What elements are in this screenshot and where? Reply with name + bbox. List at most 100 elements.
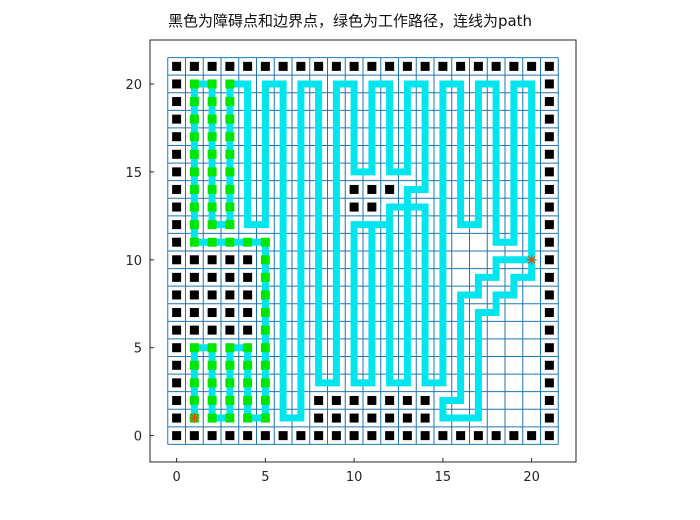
work-point bbox=[189, 79, 199, 89]
x-tick-label: 10 bbox=[346, 470, 363, 485]
work-point bbox=[207, 220, 217, 230]
work-point bbox=[207, 132, 217, 142]
obstacle-point bbox=[314, 413, 324, 423]
obstacle-point bbox=[544, 325, 554, 335]
obstacle-point bbox=[243, 431, 253, 441]
work-point bbox=[189, 360, 199, 370]
work-point bbox=[225, 97, 235, 107]
obstacle-point bbox=[172, 149, 182, 159]
work-point bbox=[207, 202, 217, 212]
work-point bbox=[225, 184, 235, 194]
work-point bbox=[260, 395, 270, 405]
obstacle-point bbox=[385, 61, 395, 71]
obstacle-point bbox=[172, 378, 182, 388]
y-tick-label: 0 bbox=[134, 430, 142, 445]
obstacle-point bbox=[278, 431, 288, 441]
obstacle-point bbox=[367, 202, 377, 212]
obstacle-point bbox=[207, 325, 217, 335]
work-point bbox=[189, 184, 199, 194]
obstacle-point bbox=[491, 431, 501, 441]
work-point bbox=[260, 308, 270, 318]
obstacle-point bbox=[331, 395, 341, 405]
obstacle-point bbox=[225, 325, 235, 335]
obstacle-point bbox=[544, 167, 554, 177]
chart-title: 黑色为障碍点和边界点，绿色为工作路径，连线为path bbox=[167, 12, 533, 30]
obstacle-point bbox=[473, 61, 483, 71]
obstacle-point bbox=[243, 61, 253, 71]
obstacle-point bbox=[385, 184, 395, 194]
work-point bbox=[225, 79, 235, 89]
obstacle-point bbox=[544, 308, 554, 318]
obstacle-point bbox=[544, 378, 554, 388]
work-point bbox=[207, 360, 217, 370]
work-point bbox=[260, 237, 270, 247]
work-point bbox=[260, 360, 270, 370]
obstacle-point bbox=[402, 61, 412, 71]
obstacle-point bbox=[456, 431, 466, 441]
obstacle-point bbox=[544, 255, 554, 265]
path-polyline bbox=[190, 80, 536, 422]
obstacle-point bbox=[367, 431, 377, 441]
obstacle-point bbox=[420, 431, 430, 441]
obstacle-point bbox=[385, 413, 395, 423]
work-point bbox=[243, 237, 253, 247]
work-point bbox=[243, 378, 253, 388]
obstacle-point bbox=[544, 202, 554, 212]
obstacle-point bbox=[207, 431, 217, 441]
obstacle-point bbox=[189, 255, 199, 265]
y-tick-label: 20 bbox=[125, 78, 142, 93]
obstacle-point bbox=[491, 61, 501, 71]
work-point bbox=[225, 220, 235, 230]
obstacle-point bbox=[172, 290, 182, 300]
work-points bbox=[189, 79, 270, 423]
obstacle-point bbox=[172, 308, 182, 318]
obstacle-point bbox=[349, 184, 359, 194]
obstacle-point bbox=[172, 272, 182, 282]
work-point bbox=[207, 79, 217, 89]
work-point bbox=[260, 378, 270, 388]
work-point bbox=[243, 395, 253, 405]
work-point bbox=[260, 272, 270, 282]
obstacle-point bbox=[385, 395, 395, 405]
work-point bbox=[207, 395, 217, 405]
obstacle-point bbox=[438, 431, 448, 441]
obstacle-point bbox=[473, 431, 483, 441]
obstacle-point bbox=[260, 61, 270, 71]
work-point bbox=[225, 413, 235, 423]
obstacle-point bbox=[172, 325, 182, 335]
obstacle-point bbox=[189, 308, 199, 318]
obstacle-point bbox=[527, 61, 537, 71]
obstacle-point bbox=[544, 237, 554, 247]
obstacle-point bbox=[225, 308, 235, 318]
obstacle-point bbox=[420, 61, 430, 71]
work-point bbox=[189, 97, 199, 107]
work-point bbox=[243, 343, 253, 353]
obstacle-point bbox=[367, 184, 377, 194]
work-point bbox=[260, 290, 270, 300]
work-point bbox=[189, 167, 199, 177]
obstacle-point bbox=[243, 255, 253, 265]
work-point bbox=[189, 220, 199, 230]
obstacle-point bbox=[367, 413, 377, 423]
obstacle-point bbox=[331, 413, 341, 423]
work-point bbox=[225, 167, 235, 177]
obstacle-point bbox=[331, 61, 341, 71]
work-point bbox=[225, 132, 235, 142]
x-tick-label: 5 bbox=[261, 470, 269, 485]
obstacle-point bbox=[544, 395, 554, 405]
obstacle-point bbox=[544, 79, 554, 89]
obstacle-point bbox=[349, 413, 359, 423]
work-point bbox=[207, 97, 217, 107]
star-marker bbox=[526, 254, 537, 265]
obstacle-point bbox=[509, 61, 519, 71]
obstacle-points bbox=[172, 61, 554, 441]
work-point bbox=[189, 114, 199, 124]
obstacle-point bbox=[172, 220, 182, 230]
obstacle-point bbox=[225, 255, 235, 265]
obstacle-point bbox=[544, 132, 554, 142]
obstacle-point bbox=[207, 290, 217, 300]
work-point bbox=[243, 413, 253, 423]
obstacle-point bbox=[243, 272, 253, 282]
